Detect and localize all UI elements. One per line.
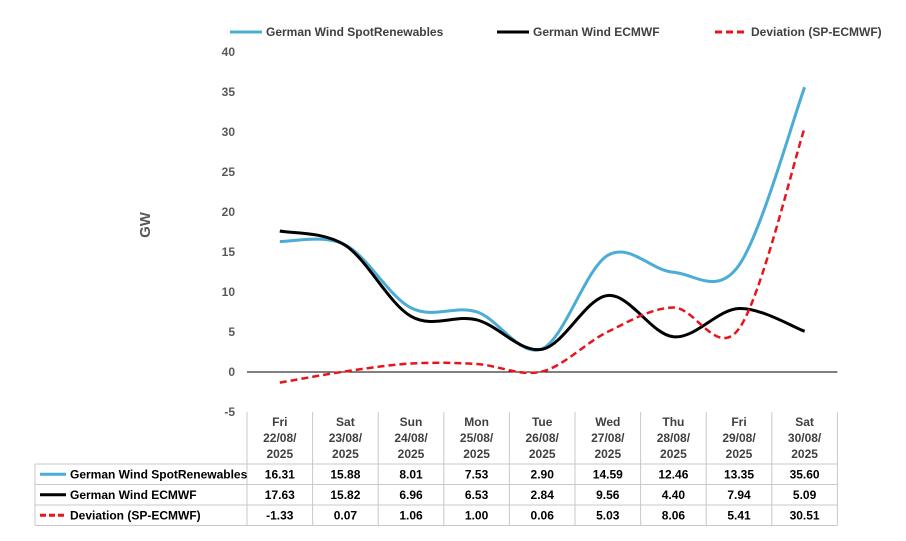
- y-tick-label: 35: [222, 85, 236, 99]
- table-cell: 0.06: [531, 508, 555, 522]
- table-cell: 12.46: [658, 467, 688, 481]
- legend-item-1: German Wind SpotRenewables: [230, 25, 444, 39]
- table-cell: 35.60: [790, 467, 820, 481]
- data-table: Fri 22/08/2025 Sat 23/08/2025 Sun 24/08/2025 M…: [34, 412, 838, 526]
- legend-label: German Wind ECMWF: [533, 25, 660, 39]
- x-category-label: Sat 30/08/2025: [788, 415, 822, 461]
- x-category-label: Thu 28/08/2025: [657, 415, 691, 461]
- x-category-label: Mon 25/08/2025: [460, 415, 494, 461]
- table-cell: 0.07: [334, 508, 358, 522]
- table-cell: 4.40: [662, 488, 686, 502]
- table-cell: 6.96: [399, 488, 423, 502]
- table-row-name: German Wind ECMWF: [70, 488, 197, 502]
- series-lines: [279, 86, 807, 384]
- y-tick-label: 15: [222, 245, 236, 259]
- table-cell: 2.90: [531, 467, 555, 481]
- series-line-3: [279, 127, 806, 384]
- legend-item-3: Deviation (SP-ECMWF): [715, 25, 882, 39]
- table-cell: 1.00: [465, 508, 489, 522]
- table-cell: 16.31: [265, 467, 295, 481]
- table-cell: 15.82: [330, 488, 360, 502]
- legend-label: German Wind SpotRenewables: [266, 25, 444, 39]
- series-line-1: [279, 86, 807, 352]
- legend-label: Deviation (SP-ECMWF): [751, 25, 882, 39]
- table-row-name: German Wind SpotRenewables: [70, 467, 248, 481]
- x-category-label: Fri 29/08/2025: [722, 415, 756, 461]
- legend-item-2: German Wind ECMWF: [497, 25, 660, 39]
- table-cell: 2.84: [531, 488, 555, 502]
- x-category-label: Wed 27/08/2025: [591, 415, 625, 461]
- y-tick-label: 5: [228, 325, 235, 339]
- y-tick-label: -5: [224, 405, 235, 419]
- x-category-label: Sat 23/08/2025: [329, 415, 363, 461]
- y-tick-label: 0: [228, 365, 235, 379]
- table-cell: 14.59: [593, 467, 623, 481]
- y-tick-label: 10: [222, 285, 236, 299]
- x-category-label: Tue 26/08/2025: [526, 415, 560, 461]
- x-category-label: Sun 24/08/2025: [394, 415, 428, 461]
- x-category-label: Fri 22/08/2025: [263, 415, 297, 461]
- table-cell: 8.06: [662, 508, 686, 522]
- table-cell: 5.09: [793, 488, 817, 502]
- table-cell: 17.63: [265, 488, 295, 502]
- table-cell: -1.33: [266, 508, 294, 522]
- table-cell: 9.56: [596, 488, 620, 502]
- table-cell: 1.06: [399, 508, 423, 522]
- y-tick-label: 40: [222, 45, 236, 59]
- table-cell: 13.35: [724, 467, 754, 481]
- y-axis: -5 0 5 10 15 20 25 30 35 40: [222, 45, 236, 419]
- table-cell: 6.53: [465, 488, 489, 502]
- series-line-2: [279, 229, 806, 352]
- legend: German Wind SpotRenewables German Wind EC…: [230, 25, 882, 39]
- table-row-name: Deviation (SP-ECMWF): [70, 508, 201, 522]
- table-cell: 8.01: [399, 467, 423, 481]
- table-cell: 15.88: [330, 467, 360, 481]
- table-cell: 7.94: [727, 488, 751, 502]
- y-tick-label: 25: [222, 165, 236, 179]
- table-cell: 7.53: [465, 467, 489, 481]
- y-tick-label: 30: [222, 125, 236, 139]
- table-cell: 5.41: [727, 508, 751, 522]
- table-cell: 5.03: [596, 508, 620, 522]
- table-cell: 30.51: [790, 508, 820, 522]
- y-tick-label: 20: [222, 205, 236, 219]
- y-axis-label: GW: [137, 211, 154, 238]
